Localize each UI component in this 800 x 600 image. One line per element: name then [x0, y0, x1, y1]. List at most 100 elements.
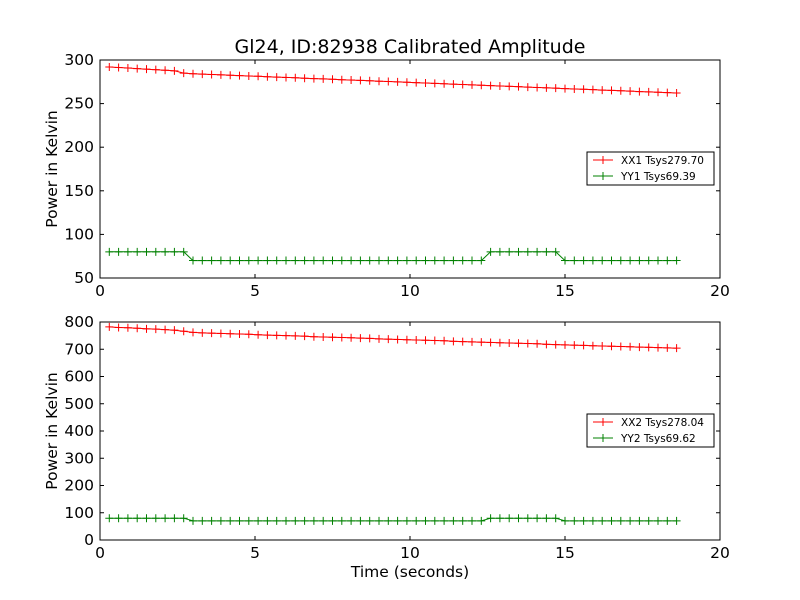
chart0-series0-point — [635, 87, 644, 96]
chart0-series1-point — [561, 256, 569, 265]
chart1-series1-point — [393, 516, 402, 525]
chart0-series1-point — [347, 256, 356, 265]
chart0-series1-point — [607, 256, 616, 265]
chart1-series1-point — [347, 516, 356, 525]
chart1-series1-point — [598, 516, 607, 525]
chart0-series1-point — [458, 256, 467, 265]
chart0-series0-point — [151, 65, 160, 74]
chart1-series1-point — [198, 516, 207, 525]
chart1-series0-point — [551, 340, 560, 349]
chart1-series0-point — [375, 334, 383, 343]
chart1-series0-point — [291, 331, 300, 340]
chart1-x-axis-label: Time (seconds) — [350, 563, 469, 581]
chart1-series0-point — [151, 325, 160, 334]
chart0-series0-point — [561, 84, 569, 93]
chart0-series1-point — [412, 256, 421, 265]
chart1-series1-point — [105, 514, 114, 523]
chart0-series0-point — [523, 83, 532, 92]
chart1-series1-point — [505, 514, 514, 523]
chart0-series0-point — [189, 69, 197, 78]
chart0-series0-point — [105, 62, 114, 71]
chart1-series1-point — [235, 516, 244, 525]
chart0-series1-point — [133, 247, 142, 256]
chart0-series1-point — [337, 256, 346, 265]
chart0-series1-point — [105, 247, 114, 256]
chart0-x-tick-label: 20 — [710, 282, 730, 300]
chart0-series0-point — [598, 86, 607, 95]
chart0-series0-point — [505, 82, 514, 91]
chart0-series1-point — [189, 256, 197, 265]
chart1-series0-point — [505, 338, 514, 347]
chart1-series1-point — [672, 516, 681, 525]
chart1-series0-point — [142, 324, 151, 333]
chart1-legend-label: YY2 Tsys69.62 — [620, 433, 696, 445]
chart0-x-tick-label: 15 — [555, 282, 575, 300]
chart0-series0-point — [477, 81, 486, 90]
chart1-series0-point — [198, 328, 207, 337]
chart0-series0-point — [402, 78, 411, 87]
chart0-series1-point — [375, 256, 383, 265]
chart0-series1-point — [151, 247, 160, 256]
chart0-series1-point — [616, 256, 625, 265]
chart1-series0-point — [449, 337, 458, 346]
chart0-series1-point — [282, 256, 290, 265]
chart0-series0-point — [226, 71, 235, 80]
chart1-series1-point — [179, 514, 188, 523]
chart0-series1-point — [161, 247, 170, 256]
chart0-series1-point — [533, 247, 542, 256]
chart0-series0-point — [347, 76, 356, 85]
chart1-series1-point — [663, 516, 672, 525]
chart1-series0-point — [672, 344, 681, 353]
chart1-series1-point — [375, 516, 383, 525]
chart0-series0-point — [579, 85, 588, 94]
chart0-series0-point — [263, 72, 272, 81]
chart1-series1-point — [384, 516, 393, 525]
chart0-y-tick-label: 150 — [64, 182, 94, 200]
chart0-series0-point — [142, 65, 151, 74]
chart0-series1-point — [244, 256, 253, 265]
chart1-legend-box — [586, 413, 715, 448]
chart1-x-tick-label: 15 — [555, 544, 575, 562]
chart1-y-tick-label: 200 — [64, 477, 94, 495]
chart1-series1-point — [542, 514, 551, 523]
chart0-series0-point — [654, 88, 662, 97]
chart1-series0-point — [533, 339, 542, 348]
chart1-series0-point — [654, 343, 662, 352]
chart1-series1-point — [412, 516, 421, 525]
chart1-series1-point — [551, 514, 560, 523]
chart1-series0-point — [477, 338, 486, 347]
chart0-series0-point — [663, 88, 672, 97]
chart1-y-tick-label: 400 — [64, 422, 94, 440]
chart1-series1-point — [570, 516, 579, 525]
chart1-series0-point — [272, 331, 281, 340]
chart0-series0-point — [300, 74, 309, 83]
chart0-series0-point — [607, 86, 616, 95]
chart0-series1-point — [449, 256, 458, 265]
chart1-y-tick-label: 800 — [64, 313, 94, 331]
chart0-series0-point — [421, 79, 430, 88]
chart0-series0-point — [207, 70, 216, 79]
chart0-legend-box — [586, 151, 715, 186]
chart1-series1-point — [226, 516, 235, 525]
chart1-series0-point — [328, 333, 337, 342]
chart1-series0-point — [309, 332, 318, 341]
chart1-series1-point — [328, 516, 337, 525]
chart1-y-tick-label: 500 — [64, 395, 94, 413]
chart1-series0-point — [337, 333, 346, 342]
chart1-y-tick-label: 700 — [64, 340, 94, 358]
chart0-series1-point — [309, 256, 318, 265]
chart1-series1-point — [365, 516, 374, 525]
chart1-series1-point — [254, 516, 263, 525]
chart1-series0-point — [440, 336, 449, 345]
chart0-series1-point — [216, 256, 225, 265]
chart0-series1-point — [598, 256, 607, 265]
chart0-series1-point — [514, 247, 523, 256]
chart1-series1-point — [579, 516, 588, 525]
chart1-x-tick-label: 5 — [250, 544, 260, 562]
chart0-series1-point — [319, 256, 328, 265]
chart0-series1-point — [495, 247, 504, 256]
chart0-series0-point — [542, 83, 551, 92]
chart0-series1-point — [505, 247, 514, 256]
chart1-series0-point — [468, 337, 476, 346]
chart1-series1-point — [189, 516, 197, 525]
